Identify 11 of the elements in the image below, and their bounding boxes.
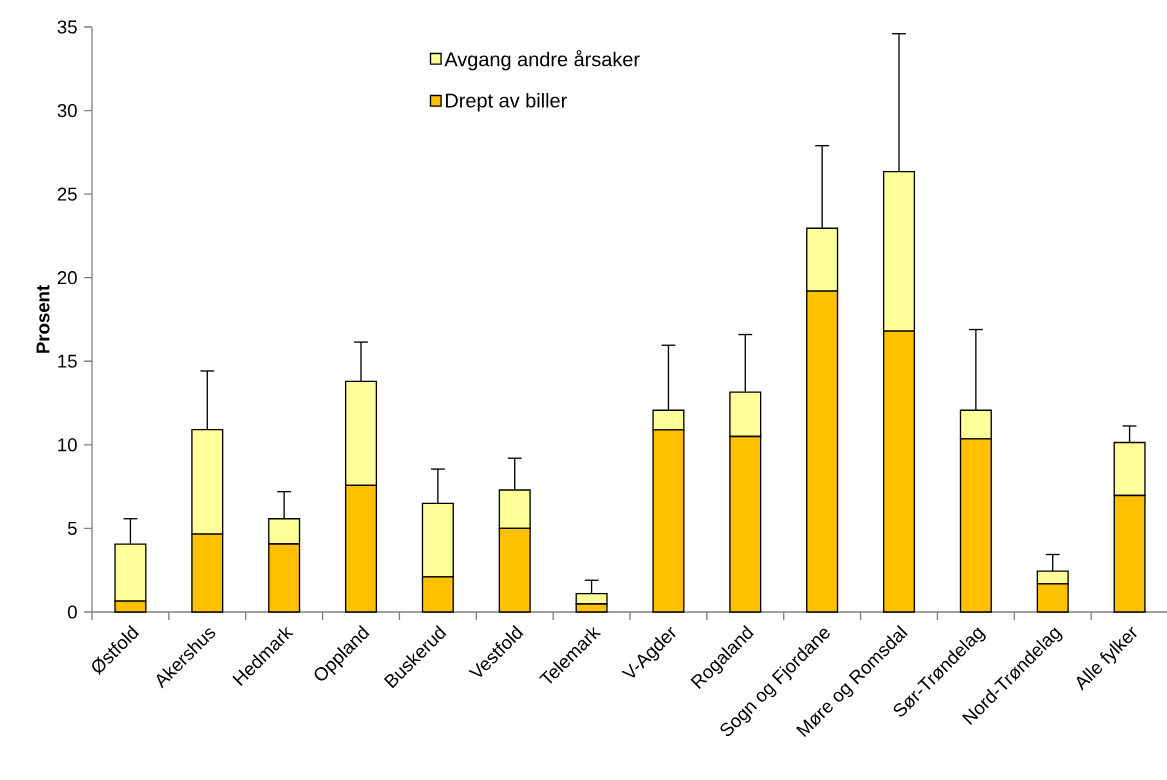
y-axis-title: Prosent — [36, 285, 50, 353]
y-tick-label: 35 — [57, 20, 77, 34]
legend-label: Avgang andre årsaker — [444, 50, 640, 71]
y-tick-label: 0 — [67, 605, 77, 619]
y-tick-label: 20 — [57, 271, 77, 285]
y-tick-label: 15 — [58, 354, 77, 368]
legend-label: Drept av biller — [446, 92, 567, 112]
y-tick-label: 10 — [58, 438, 77, 452]
y-tick-label: 25 — [57, 187, 77, 201]
y-tick-label: 5 — [67, 521, 77, 535]
y-tick-label: 30 — [57, 103, 77, 118]
